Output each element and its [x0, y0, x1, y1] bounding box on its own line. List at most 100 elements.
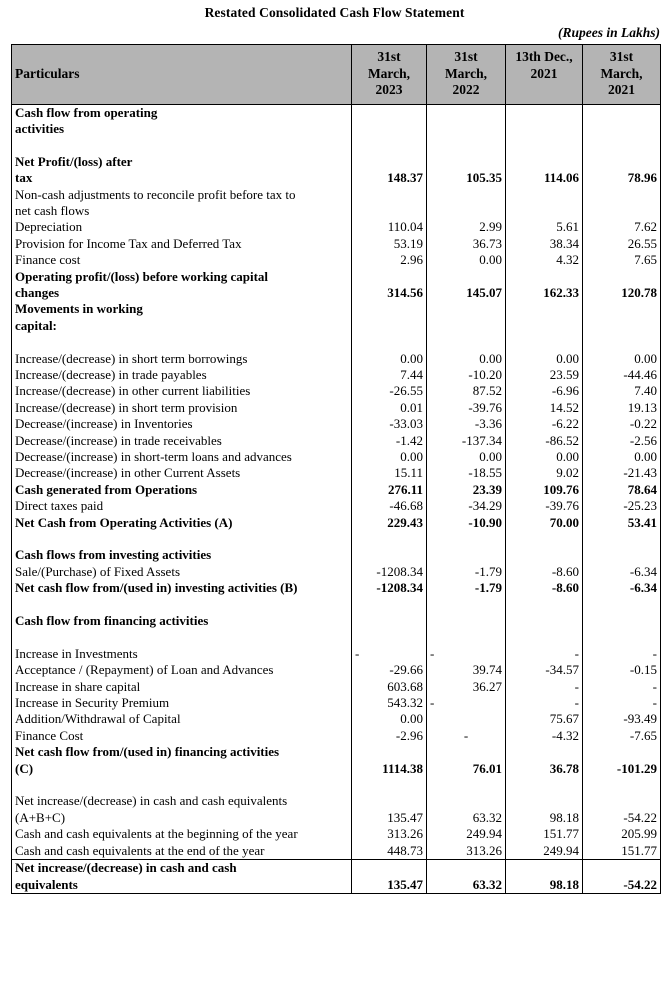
row-value: 0.00	[582, 449, 661, 466]
row-value: -6.22	[505, 416, 583, 433]
page-title: Restated Consolidated Cash Flow Statemen…	[204, 5, 465, 20]
row-value: 314.56	[351, 284, 427, 302]
table-row: Net cash flow from/(used in) investing a…	[11, 580, 661, 597]
row-value: -0.15	[582, 662, 661, 679]
table-row: Decrease/(increase) in Inventories -33.03…	[11, 416, 661, 433]
row-value	[426, 793, 506, 810]
row-value: 0.00	[426, 449, 506, 466]
row-value: -25.23	[582, 498, 661, 515]
row-value	[351, 547, 427, 564]
row-value	[426, 153, 506, 171]
row-value: -0.22	[582, 416, 661, 433]
row-label: (A+B+C)	[11, 809, 352, 827]
row-value	[426, 531, 506, 548]
row-value	[351, 153, 427, 171]
table-row: (C) 1114.38 76.01 36.78 -101.29	[11, 760, 661, 778]
table-row: Decrease/(increase) in short-term loans …	[11, 449, 661, 466]
row-value: 9.02	[505, 465, 583, 482]
row-value	[505, 120, 583, 138]
row-value: 2.99	[426, 219, 506, 236]
row-value	[582, 596, 661, 614]
header-line: 2021	[530, 65, 558, 81]
column-header-dec-2021: 13th Dec., 2021	[505, 44, 583, 105]
row-value	[582, 186, 661, 203]
row-value	[351, 268, 427, 285]
row-value	[505, 104, 583, 121]
row-value: 7.44	[351, 366, 427, 384]
table-header-row: Particulars 31st March, 2023 31st March, 202…	[11, 44, 661, 105]
table-row: capital:	[11, 317, 661, 335]
table-row: Operating profit/(loss) before working c…	[11, 268, 661, 285]
row-value: 36.27	[426, 678, 506, 696]
row-value	[426, 104, 506, 121]
row-value: 0.01	[351, 399, 427, 417]
row-value	[426, 301, 506, 318]
row-label: Increase/(decrease) in short term provis…	[11, 399, 352, 417]
row-value: -	[426, 727, 506, 745]
row-label: Net cash flow from/(used in) investing a…	[11, 580, 352, 597]
column-header-2022: 31st March, 2022	[426, 44, 506, 105]
row-label: Cash and cash equivalents at the end of …	[11, 842, 352, 860]
row-value	[426, 629, 506, 646]
row-value: 98.18	[505, 876, 583, 894]
row-value: 19.13	[582, 399, 661, 417]
row-value: -	[426, 645, 506, 663]
table-row: tax 148.37 105.35 114.06 78.96	[11, 170, 661, 187]
row-label: Decrease/(increase) in Inventories	[11, 416, 352, 433]
row-label: tax	[11, 170, 352, 187]
row-value	[582, 793, 661, 810]
row-value: 14.52	[505, 399, 583, 417]
row-value	[351, 793, 427, 810]
row-label: Net Cash from Operating Activities (A)	[11, 514, 352, 532]
row-value	[582, 744, 661, 761]
table-row: changes 314.56 145.07 162.33 120.78	[11, 284, 661, 302]
row-value: -33.03	[351, 416, 427, 433]
row-value: 98.18	[505, 809, 583, 827]
column-header-march-2021: 31st March, 2021	[582, 44, 661, 105]
row-label: Acceptance / (Repayment) of Loan and Adv…	[11, 662, 352, 679]
row-value	[426, 777, 506, 794]
row-label: Increase in Security Premium	[11, 695, 352, 712]
row-value	[351, 301, 427, 318]
row-label: activities	[11, 120, 352, 138]
table-row	[11, 629, 661, 646]
row-value	[351, 317, 427, 335]
row-value	[582, 334, 661, 351]
row-value	[505, 334, 583, 351]
row-value: -1.42	[351, 432, 427, 449]
row-value: -2.56	[582, 432, 661, 449]
table-row: Increase/(decrease) in short term provis…	[11, 399, 661, 417]
row-value: -6.34	[582, 563, 661, 581]
header-line: 31st	[377, 49, 401, 64]
row-value	[582, 613, 661, 630]
row-value	[426, 120, 506, 138]
row-value: 249.94	[505, 842, 583, 860]
row-value: 1114.38	[351, 760, 427, 778]
row-value: -	[426, 695, 506, 712]
table-row: Cash and cash equivalents at the end of …	[11, 842, 661, 860]
row-label: net cash flows	[11, 202, 352, 220]
row-value	[505, 531, 583, 548]
row-value: -86.52	[505, 432, 583, 449]
row-label: Increase in share capital	[11, 678, 352, 696]
row-value	[505, 317, 583, 335]
row-value	[582, 153, 661, 171]
row-value	[426, 317, 506, 335]
row-value: 53.19	[351, 235, 427, 253]
row-label: Movements in working	[11, 301, 352, 318]
row-value: -3.36	[426, 416, 506, 433]
row-value: 448.73	[351, 842, 427, 860]
table-row: activities	[11, 120, 661, 138]
row-value	[426, 137, 506, 154]
row-value: 205.99	[582, 826, 661, 843]
row-label: Cash flow from operating	[11, 104, 352, 121]
row-value	[351, 137, 427, 154]
row-value	[351, 186, 427, 203]
table-row: Addition/Withdrawal of Capital 0.00 75.67-…	[11, 711, 661, 728]
table-body: Cash flow from operating activities Net Pr…	[11, 104, 661, 894]
row-value: 87.52	[426, 383, 506, 400]
column-header-2023: 31st March, 2023	[351, 44, 427, 105]
row-value	[505, 859, 583, 877]
row-label	[11, 596, 352, 614]
row-value: -	[351, 645, 427, 663]
